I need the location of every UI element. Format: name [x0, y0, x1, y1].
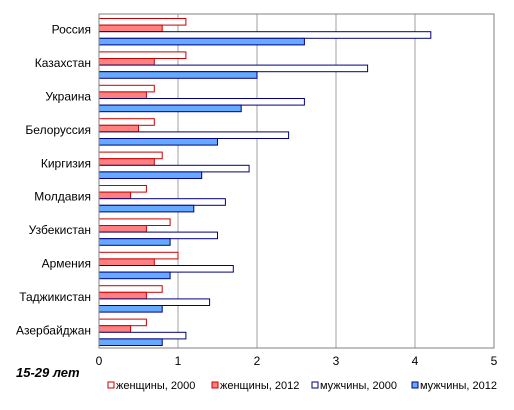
- x-tick-label: 3: [333, 354, 340, 368]
- bar-3: [98, 64, 369, 73]
- bar-3: [98, 298, 211, 306]
- legend-swatch: [311, 381, 319, 389]
- bar-4: [98, 104, 242, 113]
- bar-2: [98, 58, 155, 66]
- bar-2: [98, 24, 163, 33]
- bar-3: [98, 331, 187, 340]
- chart-subtitle: 15-29 лет: [16, 365, 80, 380]
- bar-2: [98, 91, 147, 100]
- bar-1: [98, 185, 147, 193]
- category-label: Киргизия: [41, 156, 91, 170]
- category-label: Белоруссия: [25, 123, 91, 137]
- bar-1: [98, 84, 155, 93]
- legend-label: женщины, 2000: [116, 380, 195, 392]
- bar-3: [98, 98, 305, 106]
- bar-1: [98, 18, 187, 26]
- bar-1: [98, 51, 187, 60]
- bar-2: [98, 291, 147, 300]
- category-label: Азербайджан: [16, 323, 91, 337]
- legend-swatch: [107, 381, 115, 389]
- bar-1: [98, 251, 179, 260]
- legend-label: мужчины, 2012: [420, 380, 497, 392]
- category-labels: Россия Казахстан Украина Белоруссия Киргизия…: [16, 23, 91, 338]
- bar-3: [98, 31, 432, 39]
- legend: женщины, 2000 женщины, 2012 мужчины, 2000 м…: [107, 380, 497, 392]
- category-label: Таджикистан: [19, 290, 91, 304]
- bar-2: [98, 124, 139, 133]
- x-tick-label: 2: [254, 354, 261, 368]
- bar-4: [98, 171, 203, 179]
- legend-swatch: [211, 381, 219, 389]
- x-tick-label: 0: [96, 354, 103, 368]
- bar-1: [98, 285, 163, 293]
- bar-2: [98, 325, 132, 333]
- bar-4: [98, 71, 258, 79]
- bar-2: [98, 225, 147, 233]
- bar-3: [98, 198, 226, 206]
- bar-1: [98, 218, 171, 226]
- category-label: Казахстан: [35, 56, 91, 70]
- bar-4: [98, 204, 195, 213]
- plot-area-frame: [98, 13, 495, 349]
- bar-1: [98, 151, 163, 160]
- x-tick-label: 5: [491, 354, 498, 368]
- bar-4: [98, 338, 163, 346]
- x-tick-label: 1: [175, 354, 182, 368]
- category-label: Россия: [52, 23, 91, 37]
- bar-3: [98, 131, 290, 139]
- bar-4: [98, 37, 305, 46]
- bar-1: [98, 318, 147, 327]
- x-tick-label: 4: [412, 354, 419, 368]
- bar-2: [98, 191, 132, 200]
- bar-3: [98, 164, 250, 173]
- legend-label: женщины, 2012: [220, 380, 299, 392]
- bar-2: [98, 258, 155, 266]
- bar-3: [98, 231, 218, 240]
- x-tick-labels: 0 1 2 3 4 5: [96, 354, 498, 368]
- bar-4: [98, 271, 171, 280]
- category-label: Украина: [45, 90, 91, 104]
- category-label: Армения: [42, 257, 91, 271]
- legend-swatch: [411, 381, 419, 389]
- bars: [98, 18, 432, 346]
- bar-4: [98, 305, 163, 313]
- bar-4: [98, 138, 218, 146]
- bar-2: [98, 158, 155, 166]
- category-label: Молдавия: [34, 190, 91, 204]
- legend-label: мужчины, 2000: [320, 380, 397, 392]
- bar-1: [98, 118, 155, 126]
- category-label: Узбекистан: [29, 223, 91, 237]
- bar-3: [98, 265, 234, 273]
- bar-4: [98, 238, 171, 246]
